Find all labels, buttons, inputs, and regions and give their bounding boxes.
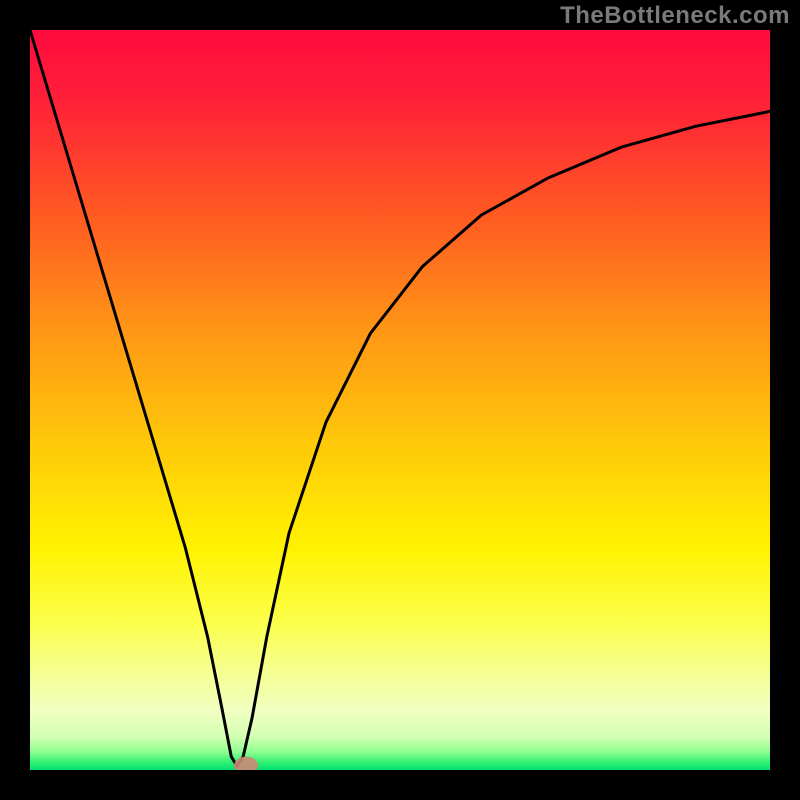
chart-container: TheBottleneck.com (0, 0, 800, 800)
watermark-text: TheBottleneck.com (560, 2, 790, 30)
bottleneck-chart (0, 0, 800, 800)
